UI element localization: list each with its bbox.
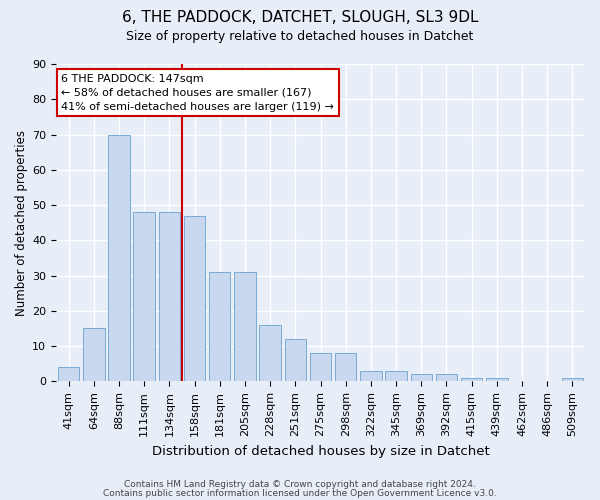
Text: 6, THE PADDOCK, DATCHET, SLOUGH, SL3 9DL: 6, THE PADDOCK, DATCHET, SLOUGH, SL3 9DL: [122, 10, 478, 25]
Bar: [184, 216, 205, 382]
Bar: [58, 367, 79, 382]
Bar: [360, 370, 382, 382]
Bar: [310, 353, 331, 382]
Text: Contains HM Land Registry data © Crown copyright and database right 2024.: Contains HM Land Registry data © Crown c…: [124, 480, 476, 489]
Text: 6 THE PADDOCK: 147sqm
← 58% of detached houses are smaller (167)
41% of semi-det: 6 THE PADDOCK: 147sqm ← 58% of detached …: [61, 74, 334, 112]
Bar: [234, 272, 256, 382]
Bar: [385, 370, 407, 382]
Bar: [410, 374, 432, 382]
Bar: [108, 134, 130, 382]
Bar: [158, 212, 180, 382]
Bar: [562, 378, 583, 382]
X-axis label: Distribution of detached houses by size in Datchet: Distribution of detached houses by size …: [152, 444, 490, 458]
Bar: [461, 378, 482, 382]
Text: Size of property relative to detached houses in Datchet: Size of property relative to detached ho…: [127, 30, 473, 43]
Bar: [209, 272, 230, 382]
Text: Contains public sector information licensed under the Open Government Licence v3: Contains public sector information licen…: [103, 488, 497, 498]
Bar: [133, 212, 155, 382]
Bar: [436, 374, 457, 382]
Bar: [83, 328, 104, 382]
Y-axis label: Number of detached properties: Number of detached properties: [15, 130, 28, 316]
Bar: [486, 378, 508, 382]
Bar: [335, 353, 356, 382]
Bar: [284, 339, 306, 382]
Bar: [259, 325, 281, 382]
